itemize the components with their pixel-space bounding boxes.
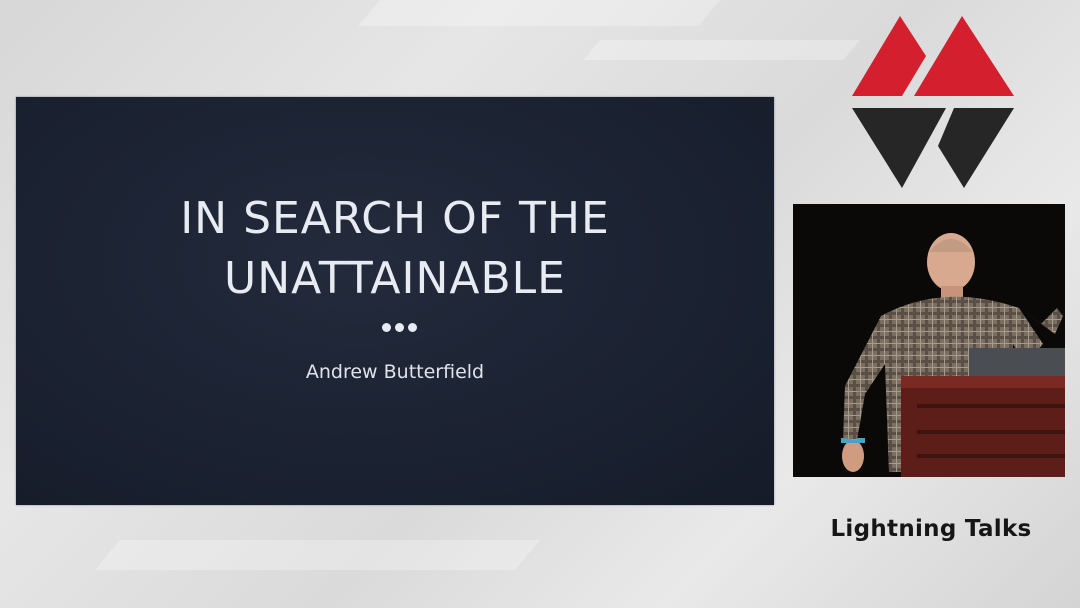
podium: [901, 376, 1065, 477]
logo-dark-left-shape: [852, 108, 946, 188]
separator-dot: [382, 323, 391, 332]
background-stripe: [358, 0, 720, 26]
slide-title-line-2: UNATTAINABLE: [224, 253, 566, 304]
logo-dark-right-shape: [938, 108, 1014, 188]
presentation-slide: [16, 97, 774, 505]
background-stripe: [94, 540, 540, 570]
slide-title-line-1: IN SEARCH OF THE: [180, 193, 610, 244]
slide-author: Andrew Butterfield: [305, 361, 485, 383]
slide-separator-dots: [382, 323, 422, 333]
speaker-video-frame: [793, 204, 1065, 477]
separator-dot: [395, 323, 404, 332]
speaker-video: [793, 204, 1065, 477]
logo-red-left-shape: [852, 16, 926, 96]
laptop: [969, 348, 1065, 378]
separator-dot: [408, 323, 417, 332]
session-caption: Lightning Talks: [830, 516, 1032, 542]
conference-logo-icon: [852, 16, 1014, 188]
background-stripe: [583, 40, 860, 60]
logo-red-right-shape: [914, 16, 1014, 96]
